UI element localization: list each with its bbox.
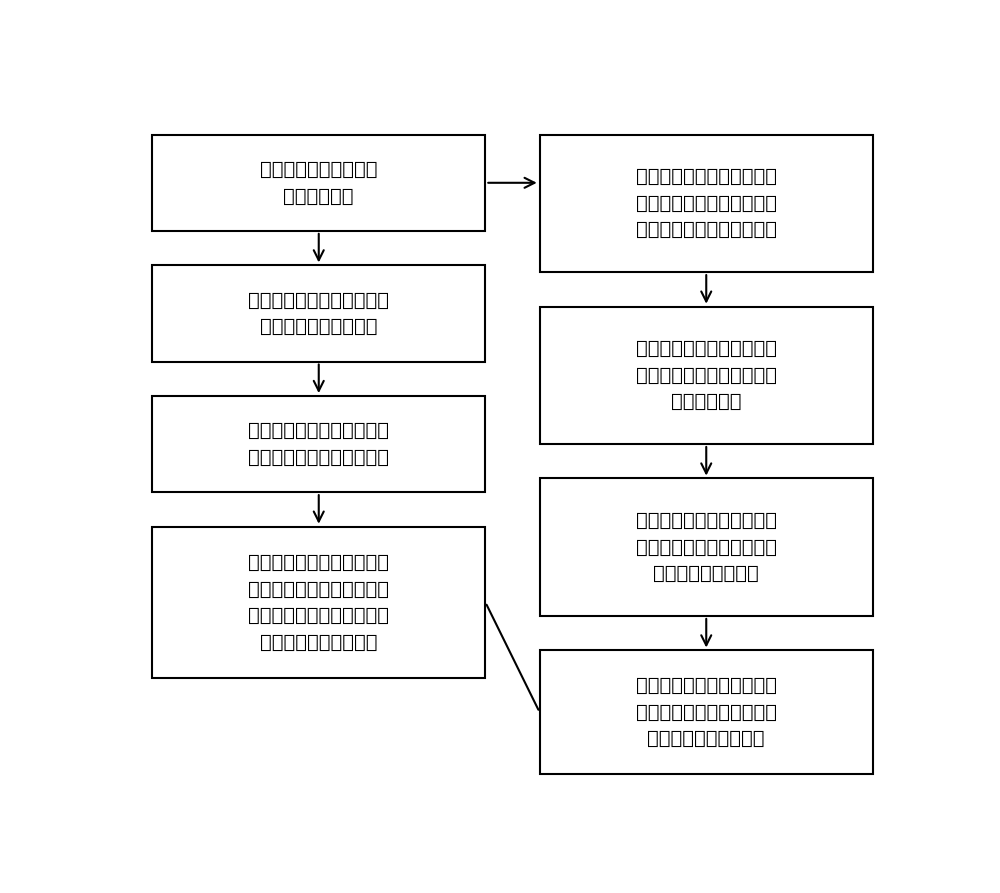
Text: 结合电动汽车行为特性和功
能区特点，建立不同功能区
内单辆电动汽车充放电模型: 结合电动汽车行为特性和功 能区特点，建立不同功能区 内单辆电动汽车充放电模型 bbox=[636, 167, 777, 239]
FancyBboxPatch shape bbox=[152, 265, 485, 362]
Text: 基于历史数据，统计每种类
型出行链的参数的概率分布: 基于历史数据，统计每种类 型出行链的参数的概率分布 bbox=[248, 421, 389, 467]
FancyBboxPatch shape bbox=[152, 527, 485, 678]
Text: 以年均充电设施建设运营成
本和年用户充电成本最小为
目标函数建立优化模型: 以年均充电设施建设运营成 本和年用户充电成本最小为 目标函数建立优化模型 bbox=[636, 676, 777, 748]
Text: 建立多时空尺度功能区内充
电设施集群与变电站集群的
功率交互模型: 建立多时空尺度功能区内充 电设施集群与变电站集群的 功率交互模型 bbox=[636, 339, 777, 412]
FancyBboxPatch shape bbox=[540, 479, 873, 616]
Text: 确定规划范围内电动汽车数
量，通过蒙特卡洛方法抽取
上述概率分布函数，获得电
动汽车出行参数和轨迹: 确定规划范围内电动汽车数 量，通过蒙特卡洛方法抽取 上述概率分布函数，获得电 动… bbox=[248, 553, 389, 652]
FancyBboxPatch shape bbox=[152, 135, 485, 231]
Text: 调查获取电动汽车历史
出行行为数据: 调查获取电动汽车历史 出行行为数据 bbox=[260, 160, 378, 205]
FancyBboxPatch shape bbox=[540, 135, 873, 272]
Text: 调查功能区域内有效停车位
数量，通过停车状态变量，
建立停车位物理约束: 调查功能区域内有效停车位 数量，通过停车状态变量， 建立停车位物理约束 bbox=[636, 511, 777, 583]
FancyBboxPatch shape bbox=[540, 306, 873, 444]
FancyBboxPatch shape bbox=[540, 650, 873, 774]
FancyBboxPatch shape bbox=[152, 396, 485, 492]
Text: 将城市划分为居民区、工作
区、商业区等功能区域: 将城市划分为居民区、工作 区、商业区等功能区域 bbox=[248, 291, 389, 336]
